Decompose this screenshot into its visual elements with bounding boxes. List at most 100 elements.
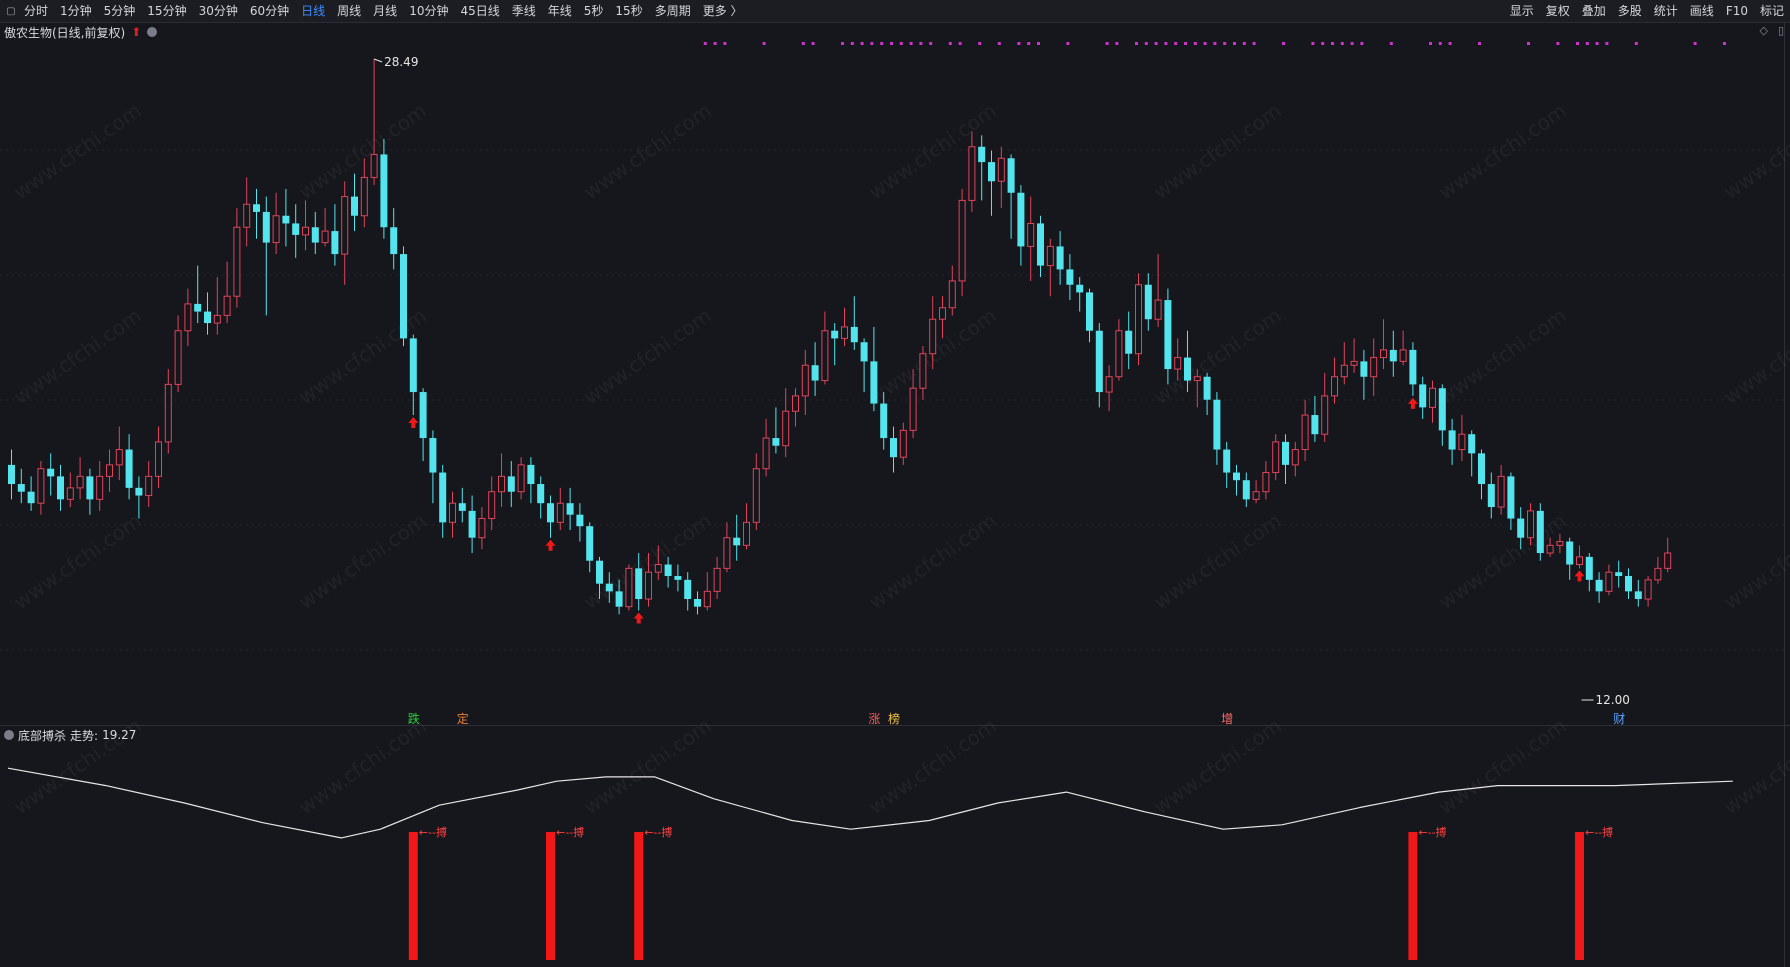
signal-dot — [1213, 42, 1217, 45]
menu-tool-1[interactable]: 复权 — [1545, 4, 1570, 18]
signal-dot — [1135, 42, 1138, 45]
candle-body-up — [272, 215, 280, 244]
signal-dot — [890, 42, 893, 45]
chart-options-icon[interactable] — [147, 27, 158, 37]
signal-dot — [1340, 42, 1344, 45]
trend-line — [7, 767, 1733, 839]
panel-toggle-icon[interactable]: ▯ — [1777, 24, 1784, 37]
tab-period-2[interactable]: 5分钟 — [103, 4, 136, 18]
menu-tool-0[interactable]: 显示 — [1509, 4, 1534, 18]
candle-body-down — [1223, 449, 1231, 473]
signal-dot — [1448, 42, 1452, 45]
watermark-text: www.cfchi.com — [579, 303, 716, 409]
watermark-text: www.cfchi.com — [9, 713, 146, 819]
signal-dot — [1478, 42, 1481, 45]
menu-tool-3[interactable]: 多股 — [1617, 4, 1642, 18]
signal-dot — [1184, 42, 1187, 45]
menu-tool-7[interactable]: 标记 — [1759, 4, 1784, 18]
event-label: 涨 — [868, 711, 880, 726]
candle-body-up — [752, 468, 760, 523]
tab-period-0[interactable]: 分时 — [24, 4, 49, 18]
buy-arrow-icon — [1574, 570, 1585, 582]
signal-dot — [1389, 42, 1393, 45]
window-icon[interactable]: ▢ — [6, 5, 16, 17]
watermark-text: www.cfchi.com — [1719, 508, 1790, 614]
signal-bar-label: ←--搏 — [1585, 825, 1613, 839]
candle-body-down — [1017, 192, 1025, 247]
candle-body-down — [527, 464, 535, 485]
tab-period-10[interactable]: 45日线 — [460, 4, 500, 18]
tab-period-8[interactable]: 月线 — [373, 4, 398, 18]
candle-body-down — [576, 514, 584, 527]
red-up-arrow-icon[interactable]: ⬆ — [131, 25, 142, 39]
watermark-text: www.cfchi.com — [1434, 713, 1571, 819]
watermark-text: www.cfchi.com — [1719, 303, 1790, 409]
signal-dot — [801, 42, 805, 45]
signal-dot — [1556, 42, 1560, 45]
candle-body-down — [772, 438, 780, 446]
candle-body-down — [1164, 300, 1172, 370]
signal-dot — [1144, 42, 1148, 45]
candle-body-up — [1340, 364, 1348, 378]
candle-body-down — [351, 196, 358, 216]
tab-period-14[interactable]: 15秒 — [615, 4, 643, 18]
event-label: 增 — [1221, 712, 1233, 726]
candle-body-up — [1380, 349, 1387, 359]
tab-period-11[interactable]: 季线 — [511, 4, 536, 18]
candle-body-down — [1517, 518, 1525, 538]
tab-period-4[interactable]: 30分钟 — [198, 4, 238, 18]
tab-period-3[interactable]: 15分钟 — [147, 4, 187, 18]
candle-body-down — [419, 392, 427, 439]
diamond-icon[interactable]: ◇ — [1759, 24, 1768, 37]
candle-body-down — [664, 564, 672, 577]
tab-period-13[interactable]: 5秒 — [583, 4, 604, 18]
signal-dot — [713, 42, 717, 45]
candle-body-down — [1076, 284, 1084, 293]
signal-dot — [1311, 42, 1315, 45]
tab-period-6[interactable]: 日线 — [301, 4, 326, 18]
signal-bar-label: ←--搏 — [644, 825, 672, 839]
candle-body-up — [1291, 449, 1299, 466]
tab-period-1[interactable]: 1分钟 — [60, 4, 92, 18]
tab-period-5[interactable]: 60分钟 — [249, 4, 290, 18]
candle-body-down — [27, 491, 35, 504]
candle-body-down — [1536, 510, 1544, 554]
candle-body-up — [958, 199, 966, 282]
signal-dot — [1027, 42, 1031, 45]
tab-period-9[interactable]: 10分钟 — [409, 4, 449, 18]
signal-dot — [1360, 42, 1364, 45]
tab-period-12[interactable]: 年线 — [547, 4, 572, 18]
candle-body-down — [1487, 484, 1495, 508]
menu-tool-6[interactable]: F10 — [1725, 4, 1748, 18]
candle-body-down — [390, 227, 398, 255]
signal-dot — [978, 42, 982, 45]
signal-dot — [1223, 42, 1227, 45]
candle-body-down — [1184, 357, 1191, 381]
menu-tool-2[interactable]: 叠加 — [1581, 4, 1606, 18]
trend-label: 走势: — [70, 728, 99, 743]
candle-body-down — [1389, 349, 1397, 362]
signal-dot — [919, 42, 923, 45]
menu-tool-4[interactable]: 统计 — [1653, 4, 1678, 18]
signal-bar-label: ←--搏 — [556, 825, 584, 839]
candle-body-up — [1370, 357, 1378, 378]
candle-body-up — [703, 590, 711, 608]
menu-tool-5[interactable]: 画线 — [1689, 4, 1714, 18]
indicator-options-icon[interactable] — [4, 730, 14, 740]
candle-body-down — [674, 576, 682, 580]
candle-body-up — [997, 157, 1005, 182]
candle-body-up — [1174, 357, 1182, 370]
candle-body-up — [360, 176, 368, 217]
signal-dot — [1193, 42, 1197, 45]
signal-dot — [1174, 42, 1178, 45]
candle-body-up — [1105, 376, 1113, 393]
tab-period-15[interactable]: 多周期 — [654, 4, 691, 18]
watermark-text: www.cfchi.com — [9, 98, 146, 204]
candle-body-up — [1272, 441, 1280, 474]
candle-body-up — [1301, 414, 1309, 451]
event-label: 定 — [457, 711, 469, 726]
candle-body-up — [213, 314, 221, 324]
tab-period-7[interactable]: 周线 — [337, 4, 362, 18]
tab-period-16[interactable]: 更多 〉 — [702, 4, 743, 18]
